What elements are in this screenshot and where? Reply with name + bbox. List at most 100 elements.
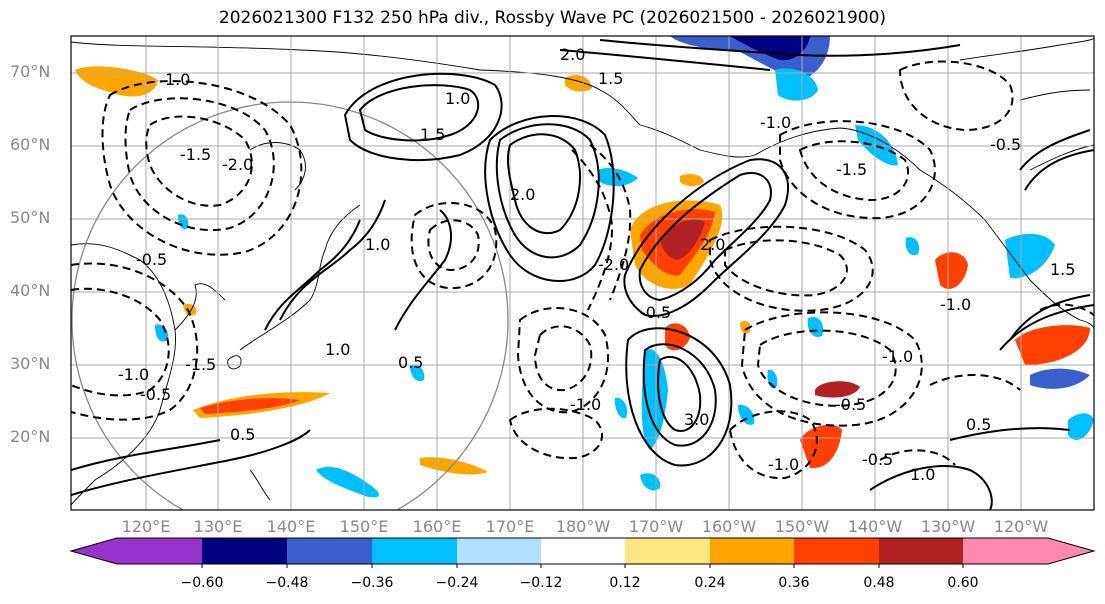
colorbar-extend-high: [1048, 538, 1094, 564]
graticule: [71, 36, 1094, 510]
pos-shade: [680, 174, 704, 187]
neg-shade: [614, 397, 628, 419]
colorbar-outline: [69, 537, 1096, 565]
contour-label: 0.5: [398, 353, 423, 372]
lat-label: 70°N: [10, 62, 51, 81]
map-border: [70, 35, 1095, 511]
neg-shade: [855, 125, 898, 166]
contour-label: 1.5: [598, 69, 623, 88]
contour-label: -1.0: [760, 113, 791, 132]
contour-label: -0.5: [640, 303, 671, 322]
contour-label: -1.0: [118, 365, 149, 384]
contour-label: 3.0: [684, 410, 709, 429]
colorbar-segment: [372, 538, 457, 564]
colorbar-tick: −0.24: [435, 575, 479, 591]
colorbar-extend-low: [71, 538, 117, 564]
lat-label: 30°N: [10, 354, 51, 373]
colorbar-tick: 0.60: [947, 575, 979, 591]
contour-label: -1.5: [185, 355, 216, 374]
neg-shade: [1030, 368, 1090, 389]
contour-label: -0.5: [140, 385, 171, 404]
neg-shade: [905, 237, 920, 256]
lon-label: 140°E: [266, 517, 316, 536]
lon-label: 120°E: [121, 517, 171, 536]
pos-shade: [800, 424, 842, 469]
coastlines: [71, 37, 1094, 506]
neg-shade: [775, 68, 818, 101]
neg-shade: [316, 466, 380, 498]
lon-label: 140°W: [847, 517, 903, 536]
contour-label: 1.0: [325, 340, 350, 359]
colorbar-tick: −0.60: [180, 575, 224, 591]
contour-label: -1.0: [940, 295, 971, 314]
pos-shade: [1015, 325, 1090, 365]
contour-label: 1.0: [365, 235, 390, 254]
contour-label: -0.5: [990, 135, 1021, 154]
contour-label: -0.5: [835, 395, 866, 414]
positive-contours: [71, 39, 1094, 510]
colorbar-segment: [879, 538, 963, 564]
neg-shade: [1005, 233, 1055, 279]
shading-layer: [75, 36, 1094, 498]
lon-label: 150°W: [774, 517, 830, 536]
colorbar-segment: [202, 538, 287, 564]
pos-shade: [935, 252, 968, 289]
contour-label: -1.5: [180, 145, 211, 164]
map-title: 2026021300 F132 250 hPa div., Rossby Wav…: [218, 8, 887, 28]
colorbar-segment: [457, 538, 541, 564]
pos-shade: [200, 398, 300, 414]
contour-label: 1.5: [1050, 260, 1075, 279]
neg-shade: [641, 349, 668, 450]
colorbar-tick: −0.36: [350, 575, 394, 591]
contour-label: 2.0: [700, 235, 725, 254]
colorbar-segment: [117, 538, 202, 564]
lat-label: 60°N: [10, 135, 51, 154]
pos-shade: [740, 320, 751, 334]
colorbar-segment: [963, 538, 1048, 564]
contour-labels: 1.0 1.5 2.0 1.5 1.0 1.0 1.0 0.5 0.5 2.0 …: [118, 45, 1075, 484]
contour-label: 2.0: [510, 185, 535, 204]
neg-shade: [738, 404, 755, 425]
colorbar-segment: [287, 538, 372, 564]
lon-label: 120°W: [993, 517, 1049, 536]
colorbar: [69, 537, 1096, 568]
contour-label: -2.0: [598, 255, 629, 274]
lon-label: 160°W: [701, 517, 757, 536]
pos-shade: [815, 381, 860, 398]
lon-label: 150°E: [339, 517, 389, 536]
neg-shade: [640, 473, 661, 491]
contour-label: 1.5: [420, 125, 445, 144]
pos-shade: [75, 66, 158, 97]
pos-shade: [565, 75, 592, 92]
lon-label: 180°W: [555, 517, 611, 536]
pos-shade: [660, 219, 705, 260]
lon-label: 130°W: [920, 517, 976, 536]
colorbar-tick: −0.48: [265, 575, 309, 591]
colorbar-tick: −0.12: [519, 575, 563, 591]
neg-shade: [1068, 413, 1094, 440]
colorbar-segment: [625, 538, 710, 564]
contour-label: 2.0: [560, 45, 585, 64]
contour-label: 0.5: [230, 425, 255, 444]
colorbar-segment: [541, 538, 625, 564]
colorbar-segment: [794, 538, 879, 564]
neg-shade: [410, 364, 425, 382]
contour-label: -1.0: [882, 347, 913, 366]
neg-shade: [807, 316, 824, 338]
contour-label: -0.5: [862, 450, 893, 469]
contour-label: -1.5: [836, 160, 867, 179]
lon-label: 170°W: [628, 517, 684, 536]
lon-label: 160°E: [412, 517, 462, 536]
lon-label: 170°E: [485, 517, 535, 536]
colorbar-tick: 0.48: [863, 575, 895, 591]
contour-label: -1.0: [768, 455, 799, 474]
contour-label: 1.0: [910, 465, 935, 484]
colorbar-tick: 0.24: [694, 575, 726, 591]
lat-label: 40°N: [10, 281, 51, 300]
colorbar-tick: 0.12: [609, 575, 641, 591]
negative-contours: [71, 60, 1094, 480]
contour-label: -0.5: [136, 250, 167, 269]
contour-label: 1.0: [165, 70, 190, 89]
colorbar-segment: [710, 538, 794, 564]
